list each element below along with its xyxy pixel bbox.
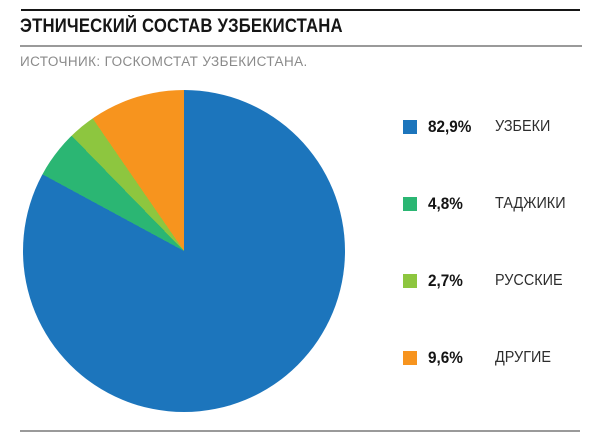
legend-swatch bbox=[403, 196, 417, 211]
legend-percent: 4,8% bbox=[428, 193, 463, 213]
bottom-rule bbox=[20, 430, 580, 432]
legend-swatch bbox=[403, 350, 417, 365]
legend-swatch bbox=[403, 119, 417, 134]
source-line: ИСТОЧНИК: ГОСКОМСТАТ УЗБЕКИСТАНА. bbox=[20, 54, 308, 69]
title-divider bbox=[20, 45, 582, 47]
pie-chart bbox=[23, 90, 345, 412]
legend-row: 2,7% РУССКИЕ bbox=[403, 270, 573, 290]
legend-percent: 2,7% bbox=[428, 270, 463, 290]
legend-swatch bbox=[403, 273, 417, 288]
legend: 82,9% УЗБЕКИ 4,8% ТАДЖИКИ 2,7% РУССКИЕ 9… bbox=[403, 116, 573, 367]
legend-row: 82,9% УЗБЕКИ bbox=[403, 116, 573, 136]
page-title: ЭТНИЧЕСКИЙ СОСТАВ УЗБЕКИСТАНА bbox=[20, 16, 343, 37]
legend-label: ДРУГИЕ bbox=[495, 348, 551, 366]
legend-label: РУССКИЕ bbox=[495, 271, 563, 289]
legend-percent: 82,9% bbox=[428, 116, 472, 136]
legend-row: 4,8% ТАДЖИКИ bbox=[403, 193, 573, 213]
legend-row: 9,6% ДРУГИЕ bbox=[403, 347, 573, 367]
legend-label: ТАДЖИКИ bbox=[495, 194, 566, 212]
top-rule bbox=[21, 9, 580, 11]
legend-percent: 9,6% bbox=[428, 347, 463, 367]
legend-label: УЗБЕКИ bbox=[495, 117, 551, 135]
